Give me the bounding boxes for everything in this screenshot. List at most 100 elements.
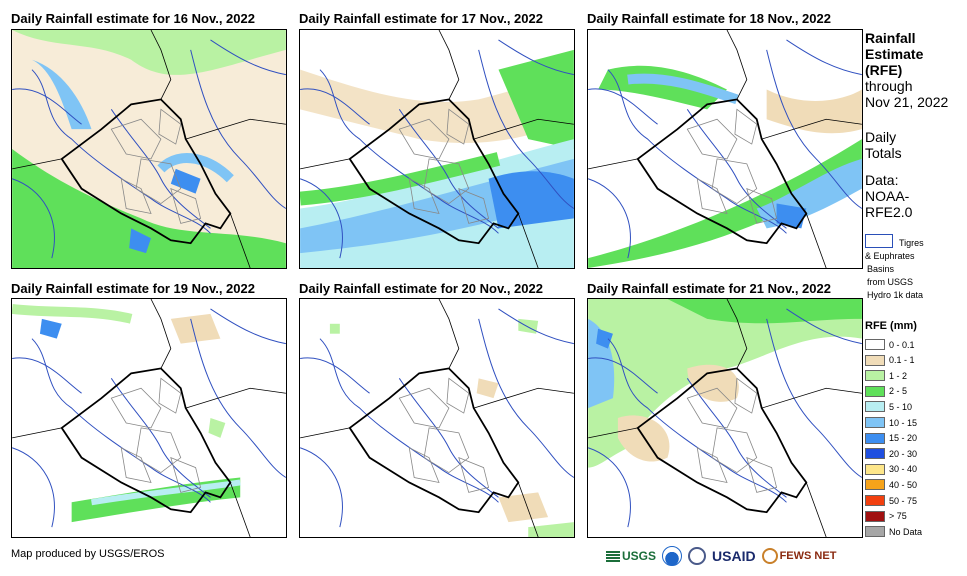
province-boundary [711, 158, 758, 205]
rfe-class-item: No Data [865, 525, 922, 538]
province-boundary [696, 447, 728, 483]
panel-title-16nov: Daily Rainfall estimate for 16 Nov., 202… [11, 11, 255, 26]
agency-logos: USGS USAID FEWS NET [606, 543, 836, 569]
neighbor-border [588, 30, 862, 268]
basin-boundary-line [478, 318, 574, 478]
rfe-class-swatch [865, 479, 885, 491]
basin-boundary-line [110, 378, 211, 498]
rfe-class-swatch [865, 370, 885, 382]
basin-boundary-line [786, 308, 862, 345]
province-boundary [398, 118, 450, 160]
basin-boundary-line [498, 308, 574, 345]
basin-boundary-line [210, 39, 286, 76]
basin-boundary-line [319, 69, 499, 234]
basin-boundary-line [300, 357, 370, 394]
rfe-class-label: 2 - 5 [889, 386, 908, 397]
province-boundary [423, 158, 470, 205]
rfe-class-swatch [865, 354, 885, 366]
map-panel-16nov [11, 29, 287, 269]
province-boundary [135, 158, 182, 205]
province-boundary [110, 118, 162, 160]
basin-boundary-line [300, 178, 343, 259]
legend-daily-totals: Daily Totals [865, 129, 902, 161]
legend-data-source: Data: NOAA- RFE2.0 [865, 172, 913, 220]
basin-boundary-line [12, 357, 82, 394]
fews-net-logo: FEWS NET [761, 548, 836, 564]
province-boundary [170, 187, 202, 224]
rfe-class-item: 30 - 40 [865, 463, 917, 476]
basin-boundary-line [31, 69, 211, 234]
basin-boundary-line [786, 39, 862, 76]
rfe-class-label: 0.1 - 1 [889, 355, 915, 366]
rfe-class-swatch [865, 339, 885, 350]
rfe-class-item: 5 - 10 [865, 400, 912, 413]
rfe-class-label: 15 - 20 [889, 433, 918, 444]
province-boundary [423, 427, 470, 474]
basin-boundary-line [300, 88, 370, 125]
basin-boundary-line [300, 447, 343, 528]
province-boundary [110, 387, 162, 429]
panel-title-17nov: Daily Rainfall estimate for 17 Nov., 202… [299, 11, 543, 26]
map-panel-21nov [587, 298, 863, 538]
rfe-class-item: 50 - 75 [865, 494, 917, 507]
rainfall-map-16nov [12, 30, 286, 268]
basin-boundary-line [607, 69, 787, 234]
neighbor-border [588, 299, 862, 537]
province-boundary [746, 187, 778, 224]
province-boundary [746, 456, 778, 493]
rfe-class-swatch [865, 401, 885, 413]
rfe-class-item: 0.1 - 1 [865, 354, 915, 367]
province-boundary [686, 118, 738, 160]
rfe-class-swatch [865, 448, 885, 460]
basin-boundary-line [686, 378, 787, 498]
rfe-class-label: No Data [889, 526, 923, 537]
rfe-class-label: 40 - 50 [889, 479, 918, 490]
rfe-class-label: 5 - 10 [889, 401, 913, 412]
rfe-class-item: 20 - 30 [865, 447, 917, 460]
rfe-class-swatch [865, 510, 885, 522]
usaid-logo: USAID [712, 548, 756, 564]
rfe-class-label: 0 - 0.1 [889, 339, 915, 350]
rfe-class-item: 1 - 2 [865, 369, 907, 382]
province-boundary [158, 108, 182, 145]
rfe-class-label: > 75 [889, 511, 907, 522]
neighbor-border [300, 299, 574, 537]
panel-title-20nov: Daily Rainfall estimate for 20 Nov., 202… [299, 281, 543, 296]
rfe-class-swatch [865, 385, 885, 397]
rfe-class-swatch [865, 463, 885, 475]
rfe-class-swatch [865, 417, 885, 428]
rfe-legend-title: RFE (mm) [865, 320, 917, 332]
dos-seal-icon [688, 547, 707, 565]
neighbor-border [300, 30, 574, 268]
province-boundary [686, 387, 738, 429]
basin-boundary-line [398, 378, 499, 498]
basin-boundary-line [588, 178, 631, 259]
basin-boundary-line [12, 88, 82, 125]
rfe-class-label: 10 - 15 [889, 417, 918, 428]
country-boundary [636, 98, 808, 245]
rfe-class-label: 1 - 2 [889, 370, 908, 381]
basin-boundary-line [398, 109, 499, 229]
basin-boundary-line [498, 39, 574, 76]
basin-boundary-line [766, 318, 862, 478]
rfe-class-swatch [865, 432, 885, 444]
rfe-class-label: 30 - 40 [889, 464, 918, 475]
panel-title-21nov: Daily Rainfall estimate for 21 Nov., 202… [587, 281, 831, 296]
province-boundary [135, 427, 182, 474]
province-boundary [120, 178, 152, 214]
province-boundary [734, 377, 758, 414]
rfe-class-item: 15 - 20 [865, 432, 917, 445]
panel-title-18nov: Daily Rainfall estimate for 18 Nov., 202… [587, 11, 831, 26]
province-boundary [734, 108, 758, 145]
panel-title-19nov: Daily Rainfall estimate for 19 Nov., 202… [11, 281, 255, 296]
country-boundary [348, 98, 520, 245]
rfe-class-item: 40 - 50 [865, 478, 917, 491]
basin-boundary-line [588, 357, 658, 394]
neighbor-border [12, 299, 286, 537]
province-boundary [408, 178, 440, 214]
rfe-class-item: > 75 [865, 510, 907, 523]
map-panel-19nov [11, 298, 287, 538]
rfe-class-swatch [865, 526, 885, 538]
map-panel-18nov [587, 29, 863, 269]
basin-boundary-line [12, 178, 55, 259]
